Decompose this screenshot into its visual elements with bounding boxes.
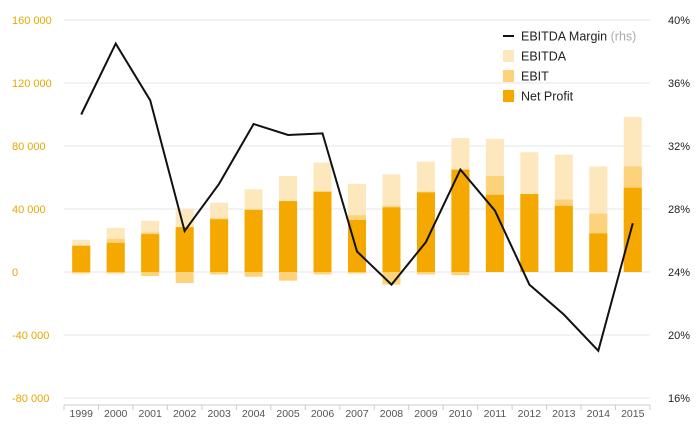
bar-net-profit-2013 (554, 205, 573, 272)
bar-net-profit-2010 (451, 169, 470, 272)
bar-net-profit-negative-2000 (106, 272, 125, 274)
bar-net-profit-1999 (72, 246, 91, 272)
y-right-tick-label: 28% (668, 204, 690, 216)
y-right-tick-label: 16% (668, 393, 690, 405)
bar-net-profit-negative-2005 (279, 272, 298, 281)
bar-net-profit-negative-2002 (175, 272, 194, 284)
x-tick-label: 2006 (311, 408, 335, 420)
legend-label-ebitda-margin: EBITDA Margin (rhs) (521, 30, 636, 44)
bar-net-profit-negative-2003 (210, 272, 229, 275)
bar-net-profit-2009 (416, 192, 435, 272)
bar-net-profit-2005 (279, 201, 298, 272)
legend-label-ebit: EBIT (521, 70, 549, 84)
legend: EBITDA Margin (rhs) EBITDA EBIT Net Profit (503, 30, 636, 104)
legend-box-swatch (503, 50, 514, 62)
y-right-tick-label: 20% (668, 330, 690, 342)
y-right-tick-label: 40% (668, 15, 690, 27)
y-left-tick-label: 40 000 (12, 204, 46, 216)
x-tick-label: 2004 (242, 408, 266, 420)
bar-net-profit-2001 (141, 234, 160, 272)
x-tick-label: 2001 (138, 408, 162, 420)
y-right-tick-label: 24% (668, 267, 690, 279)
bar-net-profit-2008 (382, 207, 401, 272)
bar-net-profit-negative-2006 (313, 272, 332, 275)
y-left-tick-label: -40 000 (12, 330, 49, 342)
legend-label-net-profit: Net Profit (521, 90, 574, 104)
bar-net-profit-2004 (244, 209, 263, 272)
bars (72, 116, 642, 285)
ebitda-margin-line (80, 41, 634, 353)
bar-net-profit-2011 (485, 194, 504, 272)
bar-net-profit-2015 (623, 187, 642, 272)
y-left-tick-label: 80 000 (12, 141, 46, 153)
legend-box-swatch (503, 90, 514, 102)
bar-net-profit-2012 (520, 194, 539, 272)
y-left-tick-label: -80 000 (12, 393, 49, 405)
margin-line-layer (80, 41, 634, 353)
legend-box-swatch (503, 70, 514, 82)
axes: 160 000 120 000 80 000 40 000 0 -40 000 -80 00… (12, 15, 690, 420)
x-tick-label: 1999 (70, 408, 94, 420)
y-left-tick-label: 160 000 (12, 15, 52, 27)
y-right-tick-label: 36% (668, 78, 690, 90)
x-tick-label: 2009 (414, 408, 438, 420)
bar-net-profit-negative-1999 (72, 272, 91, 274)
y-left-tick-label: 120 000 (12, 78, 52, 90)
legend-suffix: (rhs) (607, 30, 636, 44)
bar-net-profit-2006 (313, 191, 332, 272)
bar-net-profit-negative-2007 (348, 272, 366, 274)
bar-net-profit-2000 (106, 242, 125, 272)
bar-net-profit-negative-2001 (141, 272, 160, 276)
x-tick-label: 2010 (449, 408, 473, 420)
x-tick-label: 2012 (518, 408, 542, 420)
bar-net-profit-negative-2010 (451, 272, 470, 276)
bar-net-profit-2014 (589, 233, 608, 272)
bar-net-profit-negative-2004 (244, 272, 263, 277)
x-tick-label: 2011 (484, 408, 507, 420)
x-tick-label: 2002 (173, 408, 197, 420)
bar-net-profit-2002 (175, 227, 194, 272)
bar-net-profit-2003 (210, 219, 229, 272)
x-tick-label: 2003 (207, 408, 231, 420)
x-tick-label: 2007 (345, 408, 369, 420)
bar-net-profit-negative-2009 (416, 272, 435, 275)
y-left-tick-label: 0 (12, 267, 18, 279)
x-tick-label: 2008 (380, 408, 404, 420)
x-tick-label: 2005 (276, 408, 300, 420)
x-tick-label: 2015 (621, 408, 645, 420)
x-tick-label: 2013 (552, 408, 576, 420)
legend-label-ebitda: EBITDA (521, 50, 567, 64)
y-right-tick-label: 32% (668, 141, 690, 153)
x-tick-label: 2000 (104, 408, 128, 420)
x-tick-label: 2014 (587, 408, 611, 420)
